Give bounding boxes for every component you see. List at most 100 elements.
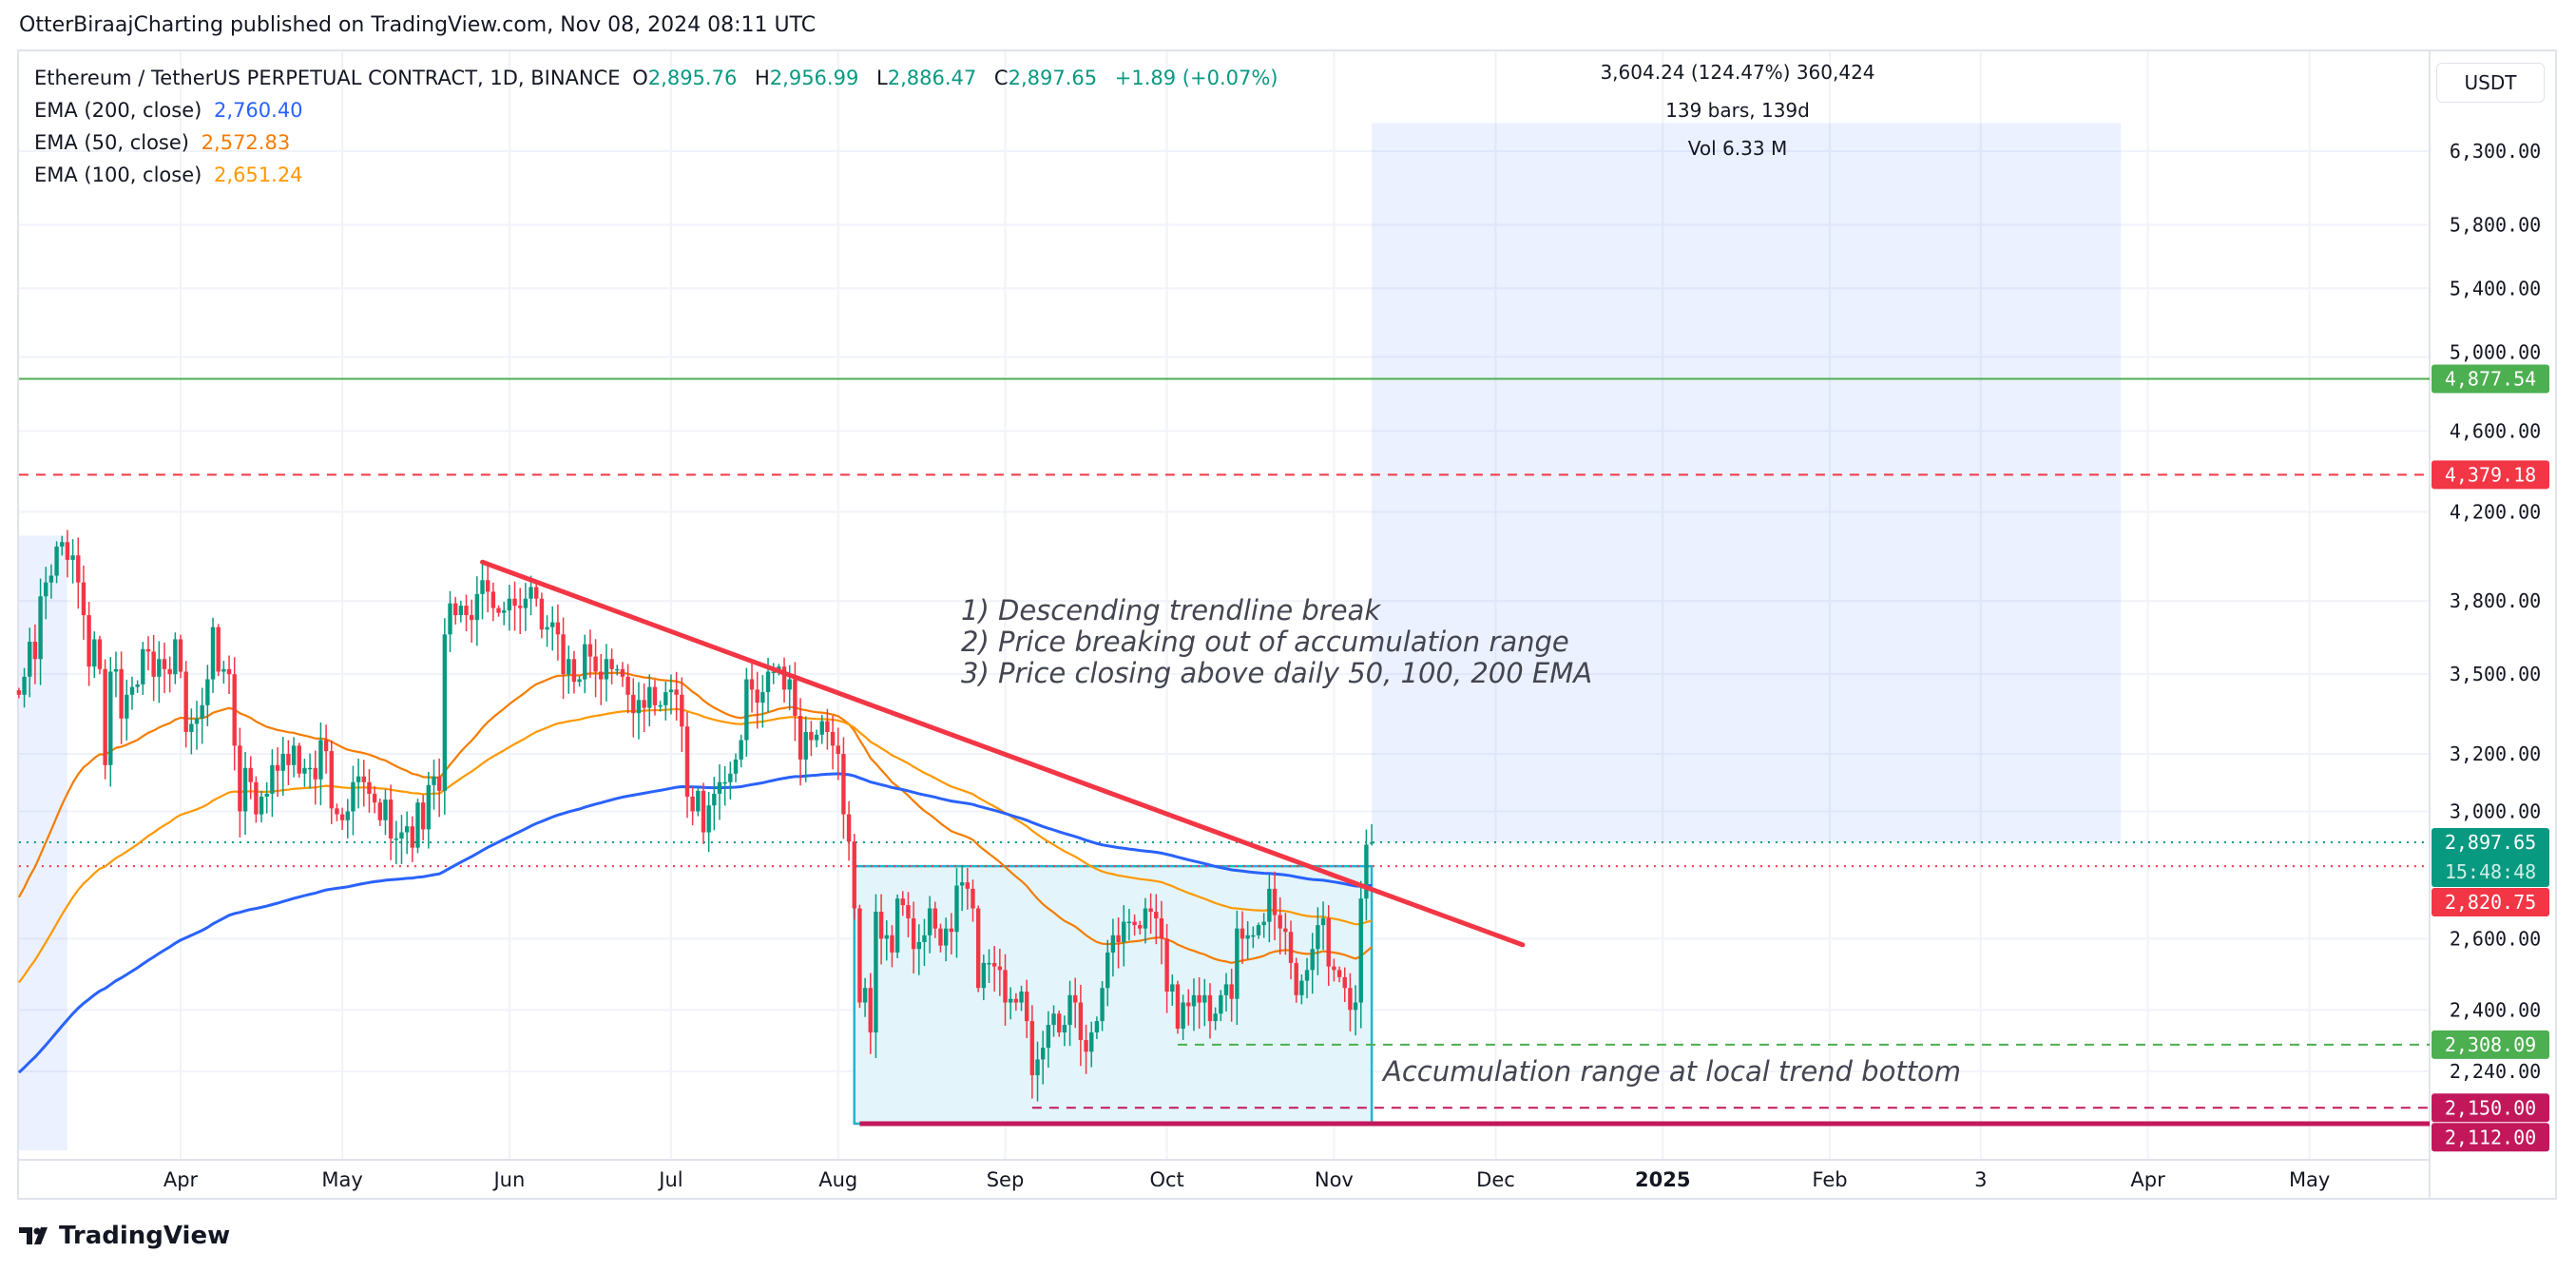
candle-body: [1073, 994, 1078, 1003]
candle-body: [1353, 1002, 1358, 1011]
candle-body: [534, 587, 539, 599]
time-tick-label: Dec: [1476, 1168, 1515, 1191]
candle-body: [145, 648, 151, 652]
candle-body: [480, 580, 485, 594]
price-axis: 4,877.54 4,379.18 2,897.65 15:48:48 2,820.75…: [2432, 140, 2549, 1152]
candle-body: [474, 593, 480, 621]
accumulation-note[interactable]: Accumulation range at local trend bottom: [1383, 1055, 1962, 1088]
candle-body: [975, 908, 981, 989]
candle-body: [690, 796, 695, 812]
candle-body: [545, 626, 549, 630]
candle-body: [1332, 966, 1336, 971]
note-line-1[interactable]: 1) Descending trendline break: [961, 594, 1381, 626]
candle-body: [668, 689, 674, 693]
accumulation-box: [853, 864, 1374, 1126]
candle-body: [749, 679, 755, 690]
candle-body: [733, 759, 739, 774]
candle-body: [485, 580, 490, 592]
candle-body: [987, 962, 991, 965]
price-badge: [2432, 1123, 2549, 1152]
candle-body: [259, 796, 264, 815]
note-line-3[interactable]: 3) Price closing above daily 50, 100, 20…: [961, 657, 1593, 689]
candle-body: [1272, 888, 1278, 915]
candle-body: [1219, 994, 1223, 1014]
candle-body: [922, 935, 927, 943]
candle-body: [32, 642, 38, 660]
candle-body: [1110, 935, 1116, 953]
candle-body: [620, 668, 625, 677]
ema50-legend[interactable]: EMA (50, close) 2,572.83: [34, 131, 296, 154]
candle-body: [663, 692, 668, 705]
ema100-legend[interactable]: EMA (100, close) 2,651.24: [34, 164, 309, 186]
price-tick-label: 3,000.00: [2450, 800, 2541, 822]
candle-body: [696, 790, 701, 812]
time-tick-label: May: [2289, 1168, 2330, 1191]
candle-body: [1013, 998, 1019, 1003]
candle-body: [583, 644, 587, 680]
price-tick-label: 3,200.00: [2450, 742, 2541, 765]
ema200-label: EMA (200, close): [34, 99, 202, 122]
low-value: 2,886.47: [887, 67, 977, 89]
price-badge-label: 2,308.09: [2445, 1033, 2536, 1056]
candle-body: [781, 666, 787, 690]
candle-body: [981, 962, 987, 989]
candle-body: [1186, 1002, 1191, 1007]
candle-body: [103, 668, 107, 765]
candle-body: [819, 721, 824, 735]
currency-button[interactable]: USDT: [2436, 63, 2545, 103]
candle-body: [469, 615, 474, 621]
candle-body: [291, 745, 297, 765]
candle-body: [426, 784, 432, 830]
candle-body: [16, 690, 22, 695]
publish-info: OtterBiraajCharting published on Trading…: [19, 13, 817, 37]
price-tick-label: 6,300.00: [2450, 140, 2541, 163]
candle-body: [1116, 935, 1121, 943]
candle-body: [717, 781, 722, 794]
close-label: C: [993, 67, 1009, 89]
price-badge: [2432, 364, 2549, 394]
candle-body: [1143, 908, 1148, 929]
candle-body: [1348, 988, 1353, 1011]
candle-body: [744, 679, 749, 741]
candle-body: [151, 651, 156, 677]
price-badge-label: 2,897.65: [2445, 831, 2536, 854]
logo-text: TradingView: [59, 1222, 231, 1250]
candle-body: [1175, 984, 1181, 1030]
time-tick-label: Apr: [2130, 1168, 2165, 1191]
candle-body: [87, 615, 91, 667]
ema200-legend[interactable]: EMA (200, close) 2,760.40: [34, 99, 309, 122]
candle-body: [404, 826, 410, 833]
time-tick-label: Sep: [987, 1168, 1025, 1191]
candle-body: [452, 603, 458, 616]
candle-body: [971, 888, 975, 909]
grid: [19, 51, 2431, 1200]
candle-body: [652, 686, 658, 705]
candle-body: [900, 898, 905, 906]
note-line-2[interactable]: 2) Price breaking out of accumulation ra…: [961, 626, 1569, 658]
candle-body: [561, 634, 566, 675]
candle-body: [1299, 980, 1304, 995]
candle-body: [1024, 992, 1029, 1022]
trendline-layer: [480, 559, 1526, 948]
candle-body: [1105, 952, 1110, 989]
tradingview-logo[interactable]: TradingView: [19, 1222, 230, 1250]
price-badge-label: 2,150.00: [2445, 1096, 2536, 1119]
price-badge: [2432, 827, 2549, 887]
price-badge: [2432, 1030, 2549, 1059]
candle-body: [1316, 925, 1320, 950]
candle-body: [604, 659, 609, 680]
candle-body: [1310, 949, 1315, 971]
price-badge-label: 4,877.54: [2445, 368, 2536, 391]
candle-body: [313, 767, 317, 780]
candle-body: [38, 596, 43, 660]
candle-body: [399, 832, 404, 838]
candle-body: [216, 626, 221, 672]
candle-body: [894, 898, 900, 953]
candle-body: [1278, 915, 1282, 929]
candle-body: [997, 966, 1003, 971]
price-tick-label: 4,200.00: [2450, 501, 2541, 524]
candle-body: [857, 908, 862, 1003]
candle-body: [345, 811, 350, 820]
candle-body: [846, 814, 852, 842]
